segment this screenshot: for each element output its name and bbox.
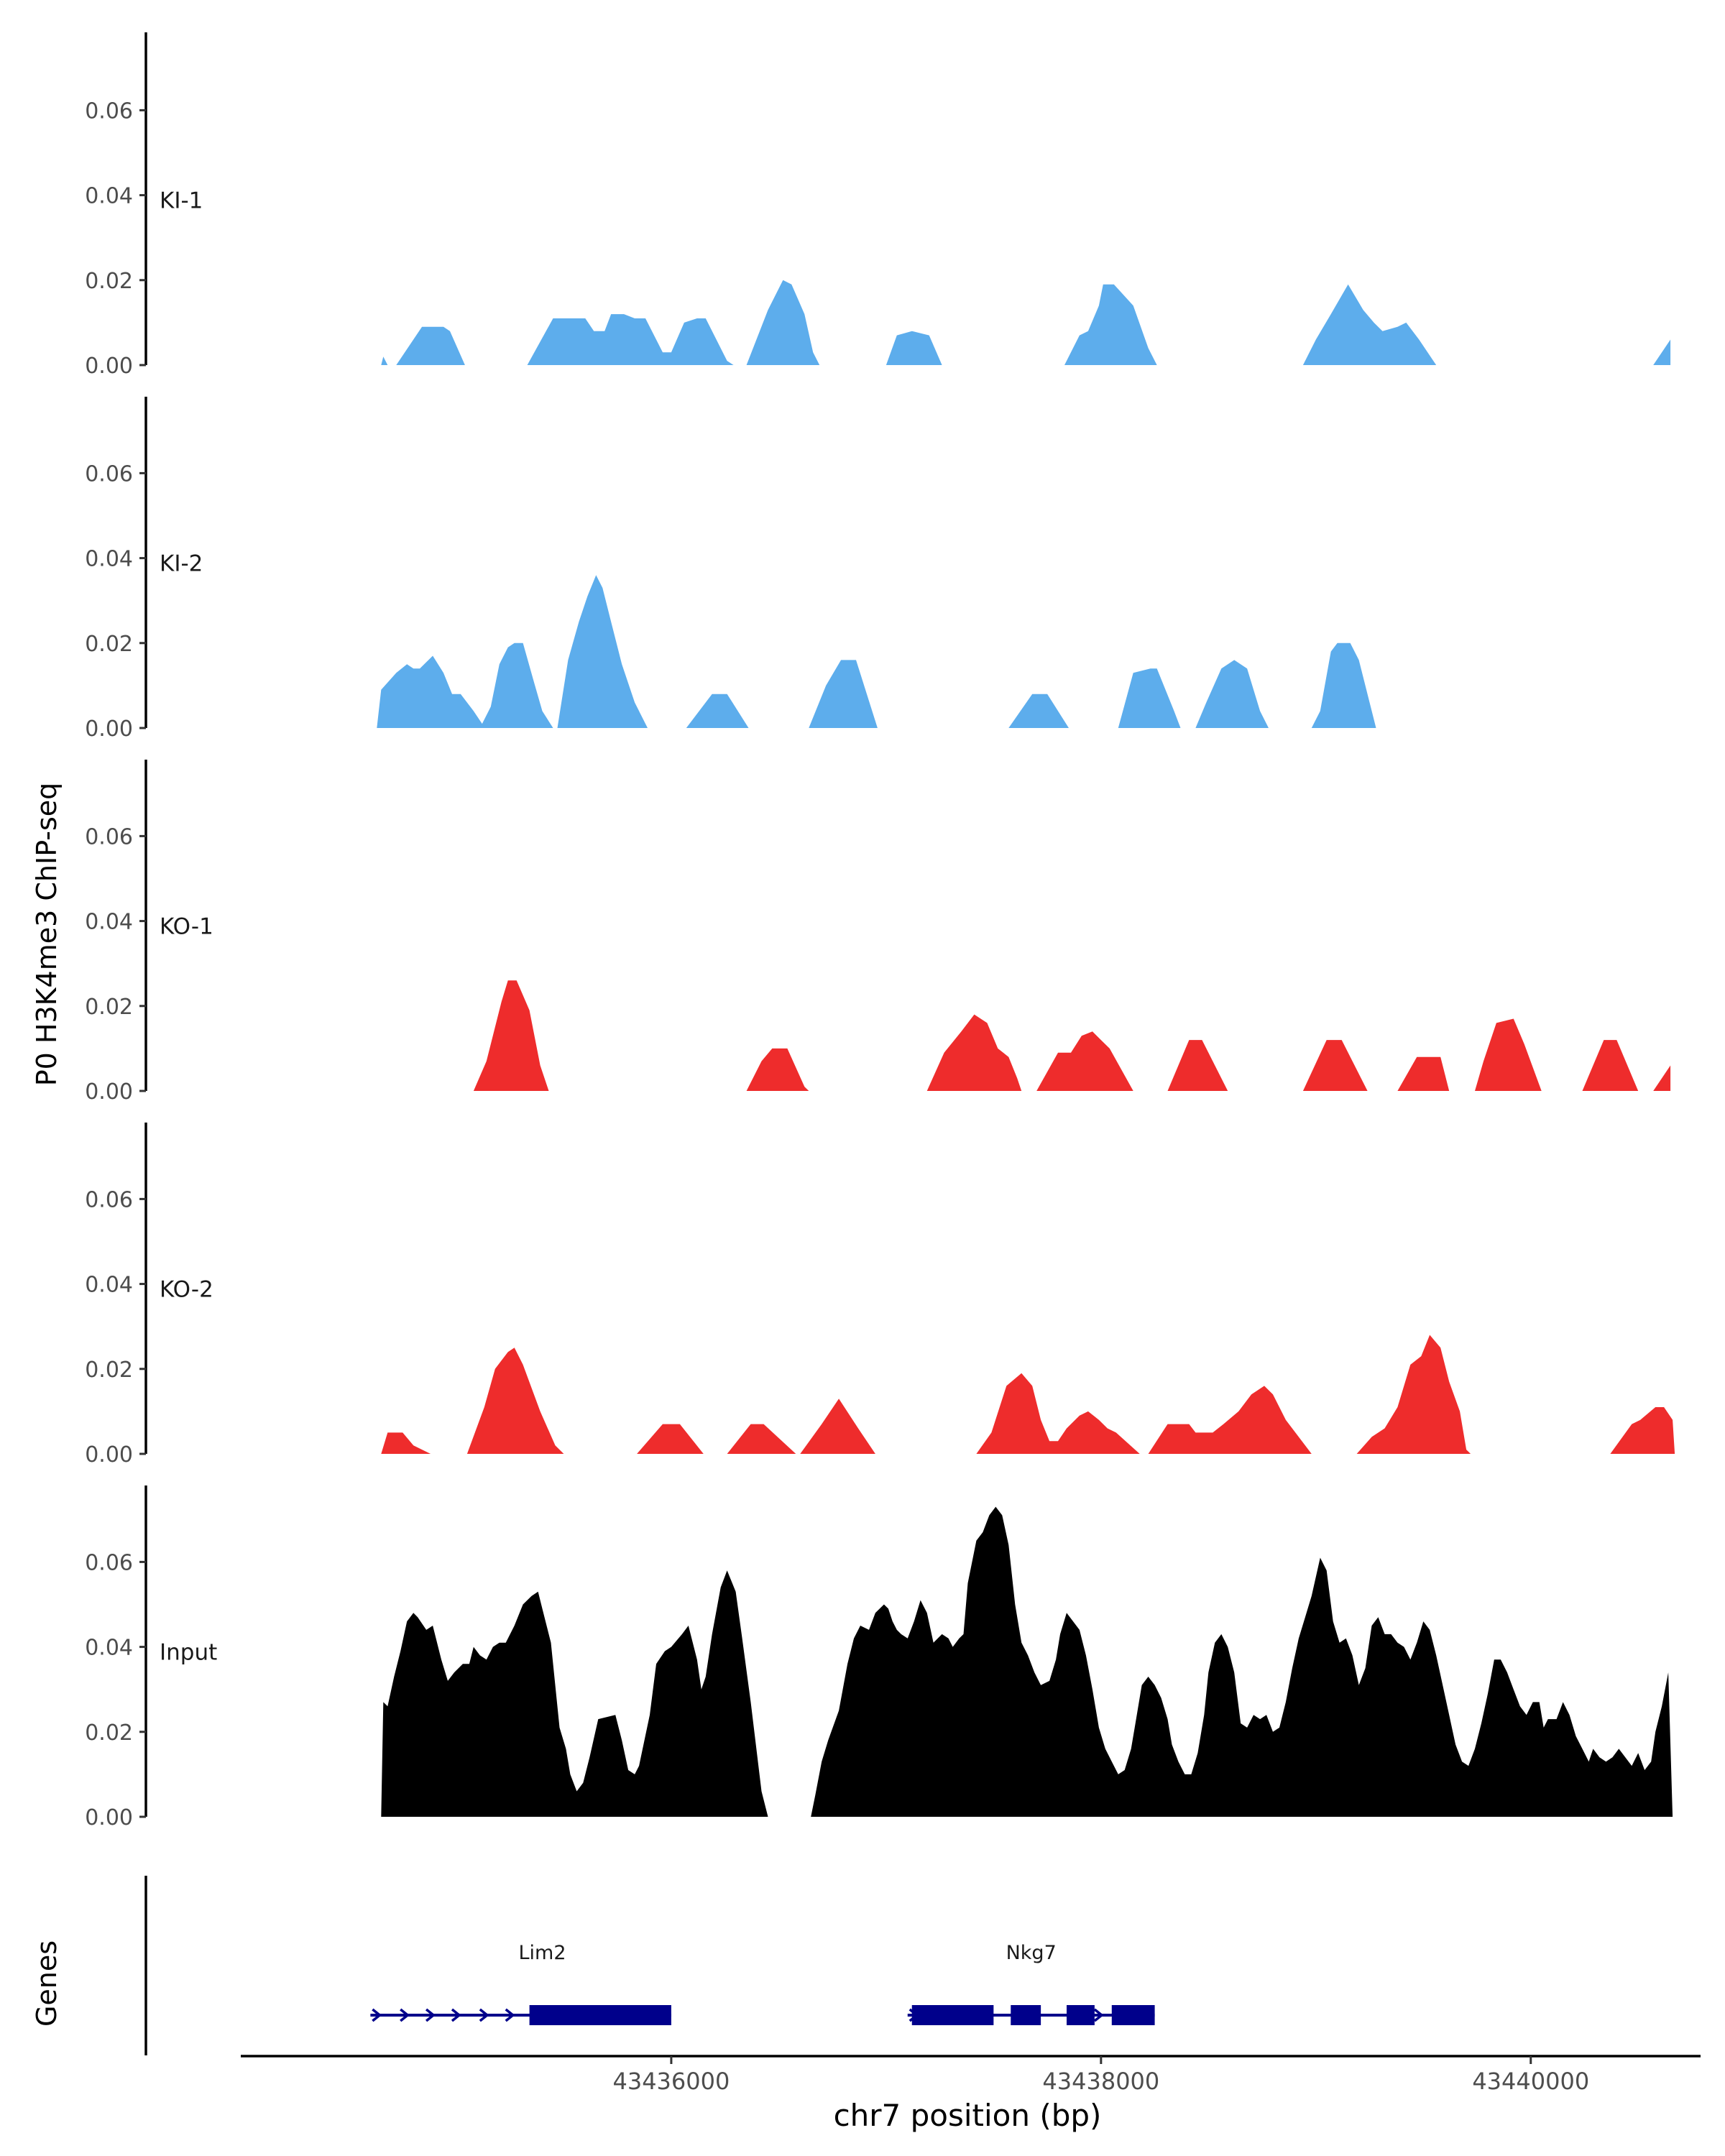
gene-exon bbox=[1067, 2005, 1095, 2025]
signal-area-segment bbox=[1118, 668, 1181, 728]
gene-exon bbox=[911, 2005, 994, 2025]
y-tick-label: 0.06 bbox=[85, 1550, 133, 1575]
y-tick-label: 0.00 bbox=[85, 1442, 133, 1468]
strand-arrow bbox=[1093, 2008, 1104, 2022]
x-tick-label: 43438000 bbox=[1042, 2068, 1159, 2095]
track-panel-ki-2: 0.00 0.02 0.04 0.06 KI-2 bbox=[85, 397, 1376, 742]
gene-exon bbox=[1111, 2005, 1155, 2025]
strand-arrow bbox=[425, 2008, 436, 2022]
y-tick-label: 0.02 bbox=[85, 632, 133, 657]
signal-area-segment bbox=[1195, 660, 1269, 728]
signal-area-segment bbox=[1311, 642, 1376, 728]
y-tick-label: 0.06 bbox=[85, 98, 133, 124]
signal-area-segment bbox=[746, 280, 820, 365]
strand-arrow bbox=[400, 2008, 410, 2022]
y-tick-label: 0.02 bbox=[85, 995, 133, 1020]
signal-area-segment bbox=[1653, 339, 1671, 365]
track-panel-ko-2: 0.00 0.02 0.04 0.06 KO-2 bbox=[85, 1123, 1675, 1468]
signal-area-segment bbox=[1582, 1040, 1639, 1091]
y-tick-label: 0.06 bbox=[85, 824, 133, 849]
signal-area-segment bbox=[381, 356, 388, 365]
track-label: KI-2 bbox=[160, 550, 203, 576]
signal-area-segment bbox=[1064, 284, 1157, 365]
signal-area-segment bbox=[396, 326, 465, 365]
y-tick-label: 0.02 bbox=[85, 1720, 133, 1746]
signal-area-segment bbox=[1008, 694, 1069, 728]
signal-area-segment bbox=[746, 1048, 809, 1091]
y-tick-label: 0.04 bbox=[85, 184, 133, 209]
y-tick-label: 0.04 bbox=[85, 910, 133, 935]
signal-area-segment bbox=[381, 1570, 768, 1817]
signal-area-segment bbox=[381, 1432, 431, 1454]
signal-area-segment bbox=[1167, 1040, 1228, 1091]
signal-area-segment bbox=[926, 1014, 1022, 1091]
track-label: Input bbox=[160, 1639, 217, 1665]
y-tick-label: 0.02 bbox=[85, 1358, 133, 1383]
signal-area-segment bbox=[637, 1424, 704, 1454]
signal-area-segment bbox=[886, 331, 942, 365]
gene-exon bbox=[529, 2005, 671, 2025]
track-panel-input: 0.00 0.02 0.04 0.06 Input bbox=[85, 1485, 1673, 1830]
tracks-layer: 0.00 0.02 0.04 0.06 KI-1 0.00 0.02 0.04 0.06 KI-2… bbox=[85, 32, 1675, 1830]
gene-exon bbox=[1011, 2005, 1041, 2025]
x-axis-title: chr7 position (bp) bbox=[834, 2098, 1102, 2133]
track-label: KO-1 bbox=[160, 913, 213, 939]
y-tick-label: 0.06 bbox=[85, 1187, 133, 1212]
signal-area-segment bbox=[686, 694, 749, 728]
gene-lim2: Lim2 bbox=[370, 1942, 671, 2025]
signal-area-segment bbox=[527, 314, 734, 365]
signal-area-segment bbox=[811, 1506, 1673, 1817]
signal-area-segment bbox=[727, 1424, 796, 1454]
signal-area-segment bbox=[1148, 1386, 1312, 1454]
y-tick-label: 0.04 bbox=[85, 547, 133, 572]
signal-area-segment bbox=[1653, 1065, 1671, 1091]
signal-area-segment bbox=[377, 575, 648, 728]
track-label: KI-1 bbox=[160, 188, 203, 213]
track-label: KO-2 bbox=[160, 1276, 213, 1302]
y-tick-label: 0.02 bbox=[85, 269, 133, 294]
genes-panel-title: Genes bbox=[31, 1940, 63, 2027]
y-tick-label: 0.04 bbox=[85, 1636, 133, 1661]
gene-nkg7: Nkg7 bbox=[907, 1942, 1155, 2025]
track-panel-ki-1: 0.00 0.02 0.04 0.06 KI-1 bbox=[85, 32, 1671, 379]
strand-arrow bbox=[372, 2008, 382, 2022]
x-tick-label: 43436000 bbox=[612, 2068, 730, 2095]
genes-layer: Lim2 Nkg7 bbox=[144, 1876, 1155, 2055]
signal-area-segment bbox=[1610, 1407, 1675, 1454]
x-axis: 43436000 43438000 43440000 bbox=[241, 2055, 1701, 2095]
x-tick-label: 43440000 bbox=[1472, 2068, 1589, 2095]
signal-area-segment bbox=[1397, 1056, 1450, 1091]
signal-area-segment bbox=[1036, 1031, 1133, 1091]
gene-label: Nkg7 bbox=[1006, 1942, 1057, 1964]
strand-arrow bbox=[505, 2008, 515, 2022]
signal-area-segment bbox=[1475, 1018, 1542, 1091]
signal-area-segment bbox=[976, 1373, 1140, 1454]
signal-area-segment bbox=[466, 1348, 564, 1454]
signal-area-segment bbox=[473, 980, 549, 1091]
track-panel-ko-1: 0.00 0.02 0.04 0.06 KO-1 bbox=[85, 760, 1671, 1105]
y-tick-label: 0.00 bbox=[85, 354, 133, 379]
y-axis-title: P0 H3K4me3 ChIP-seq bbox=[31, 783, 63, 1087]
y-tick-label: 0.00 bbox=[85, 1079, 133, 1105]
gene-label: Lim2 bbox=[519, 1942, 566, 1964]
strand-arrow bbox=[479, 2008, 489, 2022]
y-tick-label: 0.06 bbox=[85, 461, 133, 487]
strand-arrow bbox=[451, 2008, 461, 2022]
signal-area-segment bbox=[1356, 1335, 1471, 1454]
signal-area-segment bbox=[800, 1399, 875, 1454]
y-tick-label: 0.00 bbox=[85, 1805, 133, 1830]
y-tick-label: 0.04 bbox=[85, 1273, 133, 1298]
signal-area-segment bbox=[809, 660, 878, 728]
y-tick-label: 0.00 bbox=[85, 717, 133, 742]
strand-arrow bbox=[908, 2008, 919, 2022]
signal-area-segment bbox=[1302, 284, 1437, 365]
signal-area-segment bbox=[1302, 1040, 1368, 1091]
